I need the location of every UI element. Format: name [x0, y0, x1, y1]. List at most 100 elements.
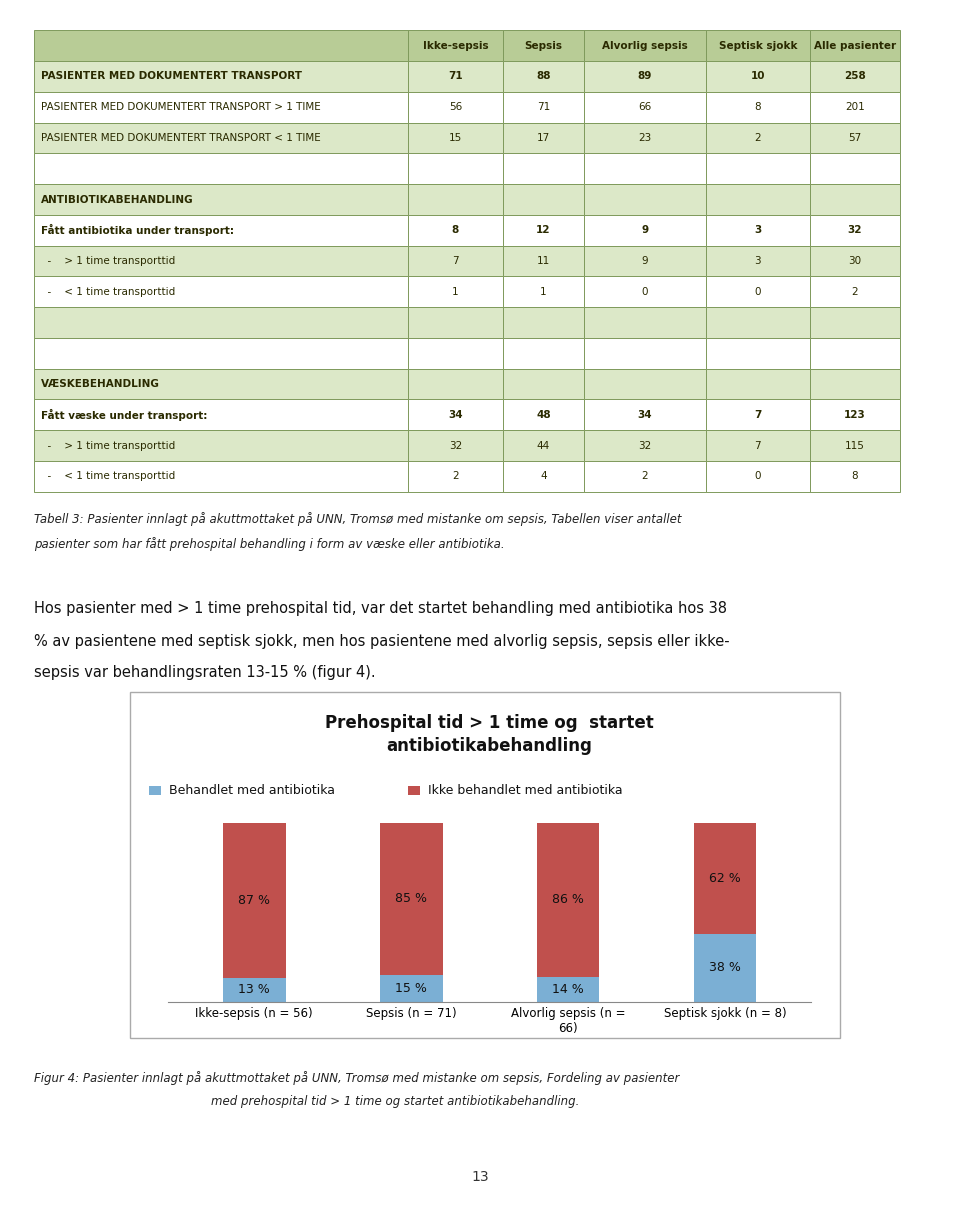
Bar	[34, 307, 408, 337]
Bar	[809, 245, 900, 277]
Text: 38 %: 38 %	[709, 961, 741, 974]
Bar	[503, 61, 584, 92]
Bar	[34, 245, 408, 277]
Text: 123: 123	[844, 410, 866, 420]
Bar	[706, 399, 809, 430]
Bar	[706, 369, 809, 399]
Text: -    < 1 time transporttid: - < 1 time transporttid	[41, 471, 175, 481]
Bar	[584, 30, 706, 61]
Bar	[584, 430, 706, 461]
Text: 88: 88	[537, 72, 551, 81]
Bar	[34, 30, 408, 61]
Bar	[503, 92, 584, 123]
Text: 34: 34	[637, 410, 652, 420]
Bar	[693, 823, 756, 934]
Text: 10: 10	[751, 72, 765, 81]
Bar	[809, 92, 900, 123]
Bar	[706, 277, 809, 307]
Bar	[408, 245, 503, 277]
Text: 15: 15	[449, 134, 462, 143]
Text: Alle pasienter: Alle pasienter	[814, 41, 896, 51]
Text: 32: 32	[638, 441, 652, 450]
Text: 7: 7	[755, 441, 761, 450]
Bar	[503, 30, 584, 61]
Bar	[706, 153, 809, 185]
Bar	[809, 461, 900, 492]
Bar	[809, 185, 900, 215]
Text: 17: 17	[537, 134, 550, 143]
Text: 44: 44	[537, 441, 550, 450]
Text: VÆSKEBEHANDLING: VÆSKEBEHANDLING	[41, 379, 159, 388]
Text: -    > 1 time transporttid: - > 1 time transporttid	[41, 256, 175, 266]
Bar	[706, 307, 809, 337]
Bar	[706, 92, 809, 123]
Bar	[34, 185, 408, 215]
Text: 32: 32	[848, 226, 862, 236]
Text: -    < 1 time transporttid: - < 1 time transporttid	[41, 287, 175, 296]
Text: 3: 3	[755, 226, 761, 236]
Text: sepsis var behandlingsraten 13-15 % (figur 4).: sepsis var behandlingsraten 13-15 % (fig…	[34, 665, 375, 680]
Text: 30: 30	[849, 256, 861, 266]
Text: -    > 1 time transporttid: - > 1 time transporttid	[41, 441, 175, 450]
Text: 8: 8	[755, 102, 761, 112]
Text: 87 %: 87 %	[238, 894, 271, 907]
Bar	[809, 399, 900, 430]
Text: 2: 2	[852, 287, 858, 296]
Bar	[408, 461, 503, 492]
Text: 0: 0	[755, 471, 761, 481]
Text: Septisk sjokk: Septisk sjokk	[718, 41, 797, 51]
Bar	[380, 975, 443, 1002]
Bar	[706, 215, 809, 245]
Bar	[584, 277, 706, 307]
Bar	[408, 307, 503, 337]
Bar	[584, 245, 706, 277]
Text: 62 %: 62 %	[709, 872, 741, 885]
Bar	[408, 369, 503, 399]
Bar	[809, 277, 900, 307]
Text: 7: 7	[755, 410, 761, 420]
Text: pasienter som har fått prehospital behandling i form av væske eller antibiotika.: pasienter som har fått prehospital behan…	[34, 537, 504, 551]
Bar	[584, 123, 706, 153]
Bar	[408, 153, 503, 185]
Bar	[809, 215, 900, 245]
Text: 0: 0	[641, 287, 648, 296]
Text: med prehospital tid > 1 time og startet antibiotikabehandling.: med prehospital tid > 1 time og startet …	[211, 1095, 580, 1108]
Text: 9: 9	[641, 256, 648, 266]
Bar	[706, 30, 809, 61]
Text: 2: 2	[641, 471, 648, 481]
Bar	[584, 337, 706, 369]
Bar	[503, 185, 584, 215]
Text: 2: 2	[755, 134, 761, 143]
Bar	[584, 185, 706, 215]
Bar	[584, 399, 706, 430]
Bar	[584, 215, 706, 245]
Text: 89: 89	[637, 72, 652, 81]
Text: Ikke-sepsis: Ikke-sepsis	[422, 41, 489, 51]
Text: 71: 71	[448, 72, 463, 81]
Text: PASIENTER MED DOKUMENTERT TRANSPORT: PASIENTER MED DOKUMENTERT TRANSPORT	[41, 72, 301, 81]
Bar	[809, 61, 900, 92]
Bar	[706, 337, 809, 369]
Bar	[34, 61, 408, 92]
Text: 8: 8	[452, 226, 459, 236]
Bar	[809, 430, 900, 461]
Text: 71: 71	[537, 102, 550, 112]
Text: 15 %: 15 %	[396, 982, 427, 994]
Bar	[503, 245, 584, 277]
Bar	[34, 215, 408, 245]
Text: 48: 48	[536, 410, 551, 420]
Bar	[34, 337, 408, 369]
Bar	[34, 461, 408, 492]
Bar	[34, 153, 408, 185]
Bar	[408, 123, 503, 153]
Bar	[809, 123, 900, 153]
Bar	[34, 92, 408, 123]
Bar	[809, 153, 900, 185]
Text: 0: 0	[755, 287, 761, 296]
Text: 9: 9	[641, 226, 649, 236]
Bar	[584, 307, 706, 337]
Text: 13 %: 13 %	[238, 983, 270, 997]
Bar	[408, 30, 503, 61]
Text: PASIENTER MED DOKUMENTERT TRANSPORT < 1 TIME: PASIENTER MED DOKUMENTERT TRANSPORT < 1 …	[41, 134, 321, 143]
Bar	[809, 337, 900, 369]
